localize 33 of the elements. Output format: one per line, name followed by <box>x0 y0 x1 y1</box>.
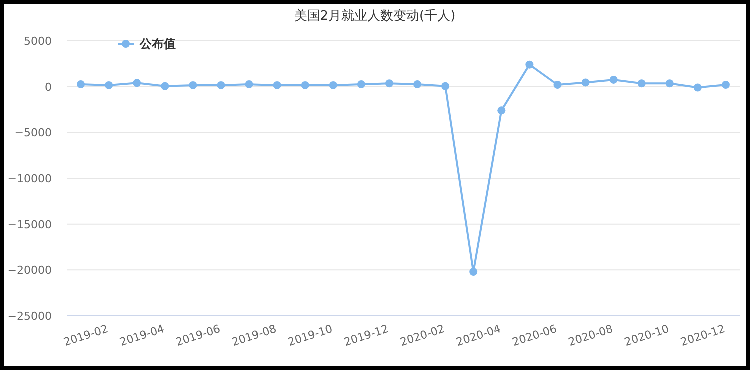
point <box>610 76 618 84</box>
point <box>105 81 114 90</box>
point <box>526 60 534 69</box>
point <box>245 80 254 89</box>
point <box>189 81 198 90</box>
point <box>161 82 170 90</box>
point <box>77 80 86 89</box>
point <box>498 106 506 115</box>
point <box>582 78 590 87</box>
point <box>414 80 422 89</box>
y-tick-label: −25000 <box>8 310 52 323</box>
y-tick-label: −10000 <box>8 172 52 186</box>
point <box>133 79 142 88</box>
point <box>273 81 282 90</box>
y-tick-label: −20000 <box>8 264 52 278</box>
point <box>694 84 702 92</box>
point <box>357 80 366 89</box>
y-tick-label: 5000 <box>24 35 52 48</box>
point <box>638 80 646 88</box>
point <box>329 81 338 90</box>
point <box>442 82 450 90</box>
point <box>301 81 310 90</box>
point <box>470 268 478 276</box>
y-tick-label: −5000 <box>14 126 52 140</box>
point <box>217 81 226 90</box>
point <box>722 81 730 89</box>
point <box>666 80 674 88</box>
chart-title: 美国2月就业人数变动(千人) <box>294 8 456 24</box>
y-tick-label: −15000 <box>8 218 52 232</box>
legend-label: 公布值 <box>139 37 176 51</box>
point <box>385 80 394 88</box>
point <box>554 81 562 89</box>
y-tick-label: 0 <box>45 80 52 94</box>
